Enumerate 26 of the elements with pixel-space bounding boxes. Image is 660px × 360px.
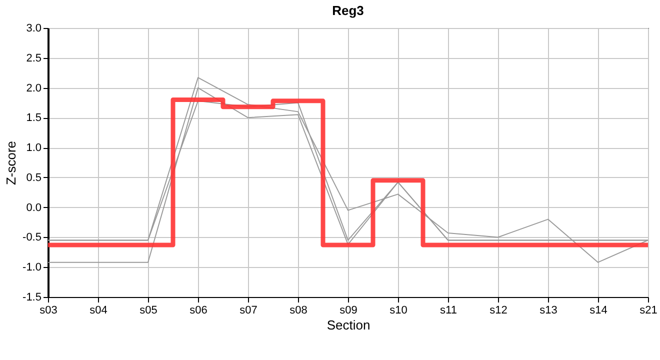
x-axis-title: Section [326,318,370,332]
chart-title: Reg3 [332,3,364,18]
y-tick-label: 2.5 [26,52,42,64]
x-tick-label: s09 [340,304,358,316]
x-tick-label: s05 [140,304,158,316]
x-tick-label: s13 [540,304,558,316]
x-tick-label: s21 [640,304,658,316]
x-tick-label: s10 [390,304,408,316]
y-tick-label: -1.5 [22,292,42,304]
y-tick-label: 1.0 [26,142,42,154]
y-tick-label: 3.0 [26,22,42,34]
y-tick-label: 1.5 [26,112,42,124]
x-tick-label: s08 [290,304,308,316]
y-tick-label: 0.0 [26,202,42,214]
x-tick-label: s12 [490,304,508,316]
y-axis-title: Z-score [4,140,19,186]
y-tick-label: -0.5 [22,232,42,244]
x-tick-label: s06 [190,304,208,316]
x-tick-label: s03 [40,304,58,316]
x-tick-label: s14 [590,304,608,316]
x-tick-label: s11 [440,304,457,316]
y-tick-label: 0.5 [26,172,42,184]
y-tick-label: -1.0 [22,262,42,274]
x-tick-label: s04 [90,304,108,316]
y-tick-label: 2.0 [26,82,42,94]
x-tick-label: s07 [240,304,258,316]
